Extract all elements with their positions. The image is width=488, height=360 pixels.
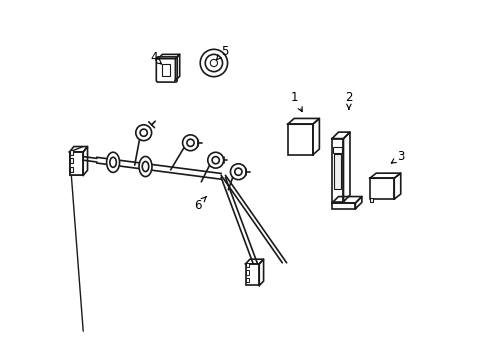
Text: 2: 2 [345,91,352,109]
Bar [69,150,73,155]
Ellipse shape [139,157,152,177]
Ellipse shape [106,152,120,172]
Bar [333,154,341,189]
Circle shape [230,164,246,180]
Text: 1: 1 [290,91,302,112]
Bar [369,198,373,202]
Circle shape [212,157,219,164]
Text: 4: 4 [150,51,161,64]
FancyBboxPatch shape [156,57,177,82]
Bar [245,278,248,282]
Bar [69,152,83,175]
Text: 6: 6 [194,197,206,212]
Bar [245,264,259,285]
Bar [369,178,393,199]
Ellipse shape [142,162,148,172]
Circle shape [136,125,151,141]
Bar [331,203,355,209]
Circle shape [234,168,242,175]
Bar [69,167,73,172]
Text: 5: 5 [216,45,228,60]
Bar [245,263,248,267]
Circle shape [182,135,198,151]
Bar [333,147,342,153]
Bar [245,270,248,275]
Circle shape [140,129,147,136]
Circle shape [186,139,194,147]
Ellipse shape [110,157,116,167]
Circle shape [207,152,223,168]
Bar [287,124,312,155]
Text: 3: 3 [390,150,404,163]
Bar [162,64,170,76]
Bar [331,139,343,202]
Bar [69,158,73,163]
Polygon shape [69,147,83,152]
Bar [69,152,83,175]
